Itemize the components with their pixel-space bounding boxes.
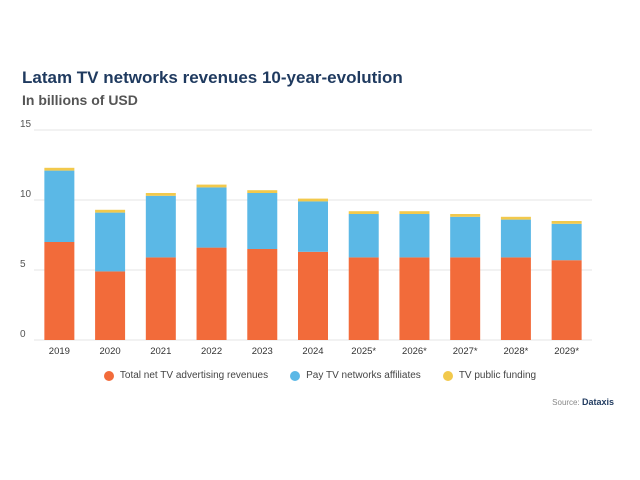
bar-2028-series-1 bbox=[500, 219, 531, 258]
x-tick-label: 2021 bbox=[150, 346, 171, 357]
x-tick-label: 2020 bbox=[100, 346, 121, 357]
y-tick-label: 10 bbox=[20, 189, 32, 200]
x-tick-label: 2024 bbox=[302, 346, 323, 357]
x-tick-label: 2022 bbox=[201, 346, 222, 357]
legend-item-2: TV public funding bbox=[442, 370, 537, 381]
bar-2020-series-0 bbox=[95, 271, 126, 340]
chart-subtitle: In billions of USD bbox=[22, 92, 138, 108]
bar-2025-series-2 bbox=[348, 211, 379, 214]
bar-2022-series-2 bbox=[196, 184, 227, 188]
bar-2021-series-1 bbox=[145, 195, 176, 258]
legend-item-1: Pay TV networks affiliates bbox=[290, 370, 421, 381]
chart-legend: Total net TV advertising revenues Pay TV … bbox=[0, 370, 640, 381]
x-tick-label: 2025* bbox=[351, 346, 376, 357]
x-tick-label: 2029* bbox=[554, 346, 579, 357]
bar-2028-series-0 bbox=[500, 257, 531, 340]
legend-swatch bbox=[103, 370, 114, 381]
legend-item-0: Total net TV advertising revenues bbox=[103, 370, 269, 381]
source-brand: Dataxis bbox=[581, 397, 614, 407]
bar-2025-series-0 bbox=[348, 257, 379, 340]
bar-2026-series-1 bbox=[399, 214, 430, 258]
y-tick-label: 15 bbox=[20, 119, 32, 130]
bar-2024-series-0 bbox=[298, 251, 328, 340]
bar-2025-series-1 bbox=[348, 214, 379, 258]
x-tick-label: 2027* bbox=[453, 346, 478, 357]
bar-2022-series-0 bbox=[196, 247, 227, 340]
bar-2028-series-2 bbox=[500, 216, 531, 220]
bar-2021-series-0 bbox=[145, 257, 176, 340]
bar-2020-series-2 bbox=[95, 209, 126, 213]
bar-2023-series-0 bbox=[247, 249, 278, 340]
bar-2026-series-2 bbox=[399, 211, 430, 214]
bar-2023-series-2 bbox=[247, 190, 278, 193]
chart-title: Latam TV networks revenues 10-year-evolu… bbox=[22, 68, 403, 87]
x-tick-label: 2028* bbox=[503, 346, 528, 357]
bar-2027-series-2 bbox=[450, 214, 481, 217]
y-tick-label: 5 bbox=[20, 259, 26, 270]
legend-swatch bbox=[442, 370, 453, 381]
legend-label: Total net TV advertising revenues bbox=[119, 370, 269, 381]
bar-2022-series-1 bbox=[196, 187, 227, 248]
bar-2024-series-2 bbox=[298, 198, 328, 202]
bar-2019-series-2 bbox=[44, 167, 75, 171]
bar-2024-series-1 bbox=[298, 201, 328, 252]
bar-2020-series-1 bbox=[95, 212, 126, 272]
bar-2019-series-0 bbox=[44, 242, 75, 340]
bar-2023-series-1 bbox=[247, 193, 278, 249]
legend-label: Pay TV networks affiliates bbox=[306, 370, 421, 381]
x-tick-label: 2023 bbox=[252, 346, 273, 357]
legend-label: TV public funding bbox=[458, 370, 537, 381]
source-label: Source: bbox=[552, 398, 580, 407]
bar-2027-series-0 bbox=[450, 257, 481, 340]
bar-2029-series-1 bbox=[551, 223, 582, 261]
bar-2021-series-2 bbox=[145, 193, 176, 196]
x-tick-label: 2026* bbox=[402, 346, 427, 357]
legend-swatch bbox=[290, 370, 301, 381]
x-tick-label: 2019 bbox=[49, 346, 70, 357]
bar-2026-series-0 bbox=[399, 257, 430, 340]
bar-2019-series-1 bbox=[44, 170, 75, 242]
bar-2029-series-0 bbox=[551, 260, 582, 340]
bar-2027-series-1 bbox=[450, 216, 481, 258]
bar-2029-series-2 bbox=[551, 221, 582, 224]
y-tick-label: 0 bbox=[20, 329, 26, 340]
source-note: Source: Dataxis bbox=[552, 397, 614, 407]
